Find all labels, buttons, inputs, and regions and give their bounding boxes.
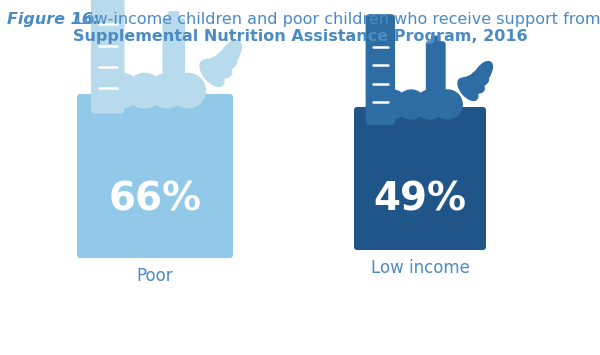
Text: 66%: 66% [109,181,202,219]
FancyBboxPatch shape [91,0,125,114]
Ellipse shape [473,61,493,85]
Text: Low-income children and poor children who receive support from the: Low-income children and poor children wh… [71,12,600,27]
Text: Supplemental Nutrition Assistance Program, 2016: Supplemental Nutrition Assistance Progra… [73,29,527,44]
Circle shape [105,73,139,108]
Ellipse shape [199,59,224,87]
Ellipse shape [462,73,489,89]
Text: Poor: Poor [137,267,173,285]
FancyBboxPatch shape [168,11,179,24]
FancyBboxPatch shape [163,18,185,84]
Circle shape [150,73,184,108]
FancyBboxPatch shape [426,41,446,99]
Circle shape [378,90,407,119]
Ellipse shape [200,58,232,79]
Circle shape [397,90,425,119]
FancyBboxPatch shape [354,107,486,250]
Text: Low income: Low income [371,259,469,277]
Circle shape [127,73,162,108]
Ellipse shape [211,47,240,71]
Text: Figure 16:: Figure 16: [7,12,100,27]
Ellipse shape [458,77,485,94]
Ellipse shape [457,78,479,101]
Ellipse shape [205,55,238,73]
FancyBboxPatch shape [431,36,440,47]
FancyBboxPatch shape [77,94,233,258]
Circle shape [433,90,462,119]
FancyBboxPatch shape [365,14,395,125]
Text: 49%: 49% [373,180,467,218]
Circle shape [416,90,445,119]
Ellipse shape [467,67,491,87]
Ellipse shape [218,40,242,69]
Circle shape [171,73,205,108]
